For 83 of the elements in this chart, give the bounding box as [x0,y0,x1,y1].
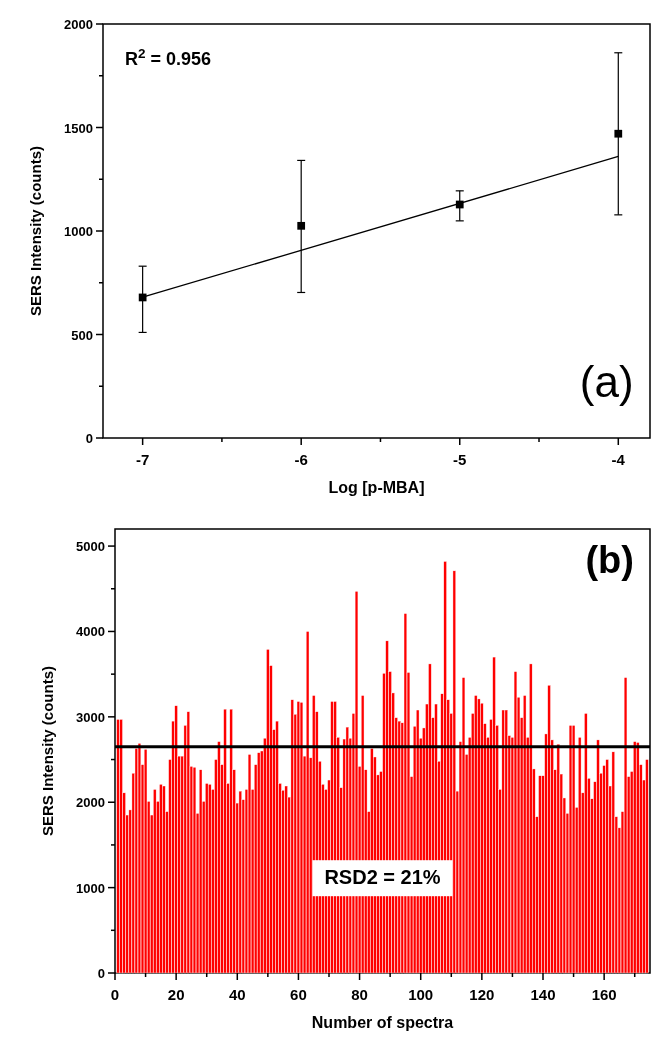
y-tick-label: 1500 [64,120,93,136]
bar [492,656,496,974]
x-tick-label: -6 [294,451,308,468]
x-tick-label: 120 [469,986,495,1003]
annotation: R$^{2}$ = 0.956 [124,45,211,70]
bar [568,725,573,974]
x-tick-label: 80 [351,986,368,1003]
bar [611,751,615,974]
point [297,221,306,230]
bar [247,754,252,974]
point [614,129,623,138]
bar [186,711,190,974]
bar [538,775,542,974]
x-tick-label: 40 [228,986,246,1003]
y-tick-label: 500 [71,327,93,343]
bar [571,725,576,974]
bar [217,741,221,974]
y-tick-label: 0 [97,966,105,981]
bar [523,695,527,974]
x-axis-title: Number of spectra [311,1014,454,1031]
bar [474,695,478,974]
bar [513,671,518,974]
bar [596,739,600,974]
bar [153,789,157,974]
bar [284,785,288,974]
x-tick-label: 0 [110,986,120,1003]
y-tick-label: 2000 [76,795,105,811]
bar [636,742,640,974]
bar [584,713,588,974]
bar [238,790,242,974]
bar [162,785,166,974]
x-tick-label: -7 [135,451,150,468]
bar [299,702,304,974]
bar [229,708,233,974]
y-tick-label: 5000 [76,539,105,555]
bar [529,663,533,974]
y-tick-label: 2000 [64,17,93,32]
x-tick-label: 140 [530,986,556,1003]
x-tick-label: -5 [453,451,467,468]
bar [633,741,637,974]
x-tick-label: 100 [408,986,434,1003]
annotation: (a) [579,356,634,406]
x-tick-label: 20 [167,986,185,1003]
bar [174,705,178,974]
bar [275,720,279,974]
bar [205,783,209,974]
x-axis-title: Log [p-MBA] [328,479,425,496]
bar [501,709,505,974]
bar [257,752,261,974]
annotation: (b) [585,539,634,582]
x-tick-label: -4 [611,451,626,468]
bar [143,749,148,974]
bar [290,699,294,974]
annotation: RSD2 = 21% [324,866,441,889]
y-tick-label: 3000 [76,709,105,725]
bar [119,719,123,974]
bar [556,743,560,974]
bar [461,677,466,974]
bar [477,698,481,974]
bar [192,767,197,974]
bar [547,685,551,974]
bar [578,737,582,974]
y-tick-label: 1000 [76,880,105,896]
y-axis-title: SERS Intensity (counts) [39,665,56,837]
y-tick-label: 0 [85,431,93,446]
bar [198,769,203,974]
bar [159,784,163,974]
x-tick-label: 160 [591,986,617,1003]
bar [645,759,649,974]
bar [480,702,484,974]
bar [305,631,310,974]
bar [605,759,609,974]
bar [504,709,508,974]
bar [116,719,120,974]
bar [223,708,227,974]
y-tick-label: 4000 [76,624,105,640]
bar [266,649,270,974]
y-tick-label: 1000 [64,224,93,239]
bar [623,677,628,974]
y-axis-title: SERS Intensity (counts) [27,145,44,317]
bar [208,784,212,974]
x-tick-label: 60 [290,986,307,1003]
bar [137,743,142,974]
